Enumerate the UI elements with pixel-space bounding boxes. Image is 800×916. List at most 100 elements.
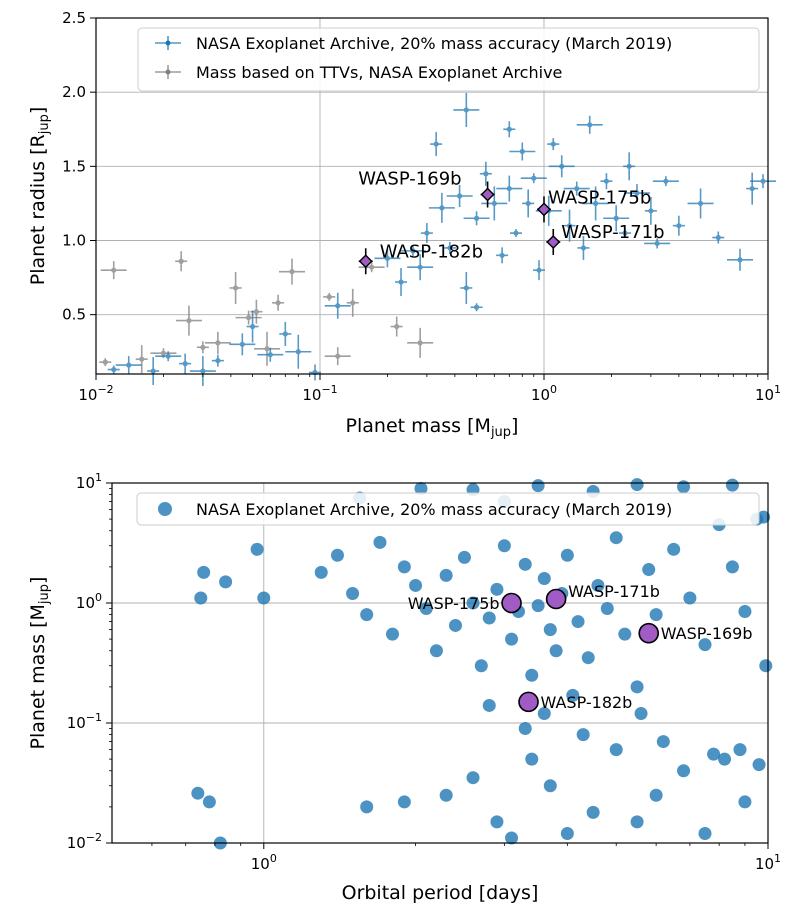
- nasa-point: [548, 155, 575, 178]
- nasa-period-point: [505, 632, 519, 646]
- ttv-point: [135, 345, 148, 374]
- nasa-period-point: [531, 599, 545, 613]
- nasa-period-point: [518, 721, 532, 735]
- nasa-point: [563, 181, 590, 196]
- nasa-period-point: [537, 706, 551, 720]
- nasa-point: [746, 172, 759, 205]
- legend-errorbar-gray-icon: [155, 65, 181, 79]
- ttv-point: [235, 310, 262, 325]
- ttv-point: [100, 261, 127, 280]
- nasa-point: [399, 245, 426, 256]
- nasa-period-point: [752, 758, 766, 772]
- top-legend-box: [137, 27, 760, 92]
- nasa-point: [285, 334, 312, 369]
- top-y-tick-label: 0.5: [62, 306, 86, 324]
- nasa-period-point: [397, 795, 411, 809]
- legend-errorbar-blue-icon: [155, 36, 181, 50]
- nasa-period-point: [346, 586, 360, 600]
- nasa-period-point: [757, 510, 771, 524]
- nasa-period-point: [707, 747, 721, 761]
- nasa-period-point: [397, 560, 411, 574]
- nasa-period-point: [725, 560, 739, 574]
- nasa-period-point: [191, 786, 205, 800]
- nasa-point: [481, 186, 508, 221]
- nasa-period-point: [314, 565, 328, 579]
- nasa-point: [496, 247, 509, 264]
- highlight-planet-wasp-182b: WASP-182b: [358, 241, 483, 275]
- top-ticks: 10−2 10−1 100 101 0.5 1.0 1.5 2.0 2.5: [62, 9, 781, 404]
- nasa-point: [510, 229, 523, 238]
- top-highlights: WASP-182b WASP-169b WASP-175b WASP-171b: [358, 169, 665, 275]
- nasa-point: [107, 365, 120, 374]
- nasa-point: [750, 174, 777, 189]
- bottom-ticks: 100 101 10−2 10−1 100 101: [67, 471, 781, 873]
- nasa-period-point: [466, 596, 480, 610]
- nasa-point: [374, 249, 401, 268]
- nasa-point: [644, 196, 657, 225]
- nasa-point: [547, 138, 560, 151]
- bottom-annotation-wasp-171b: WASP-171b: [568, 582, 660, 601]
- nasa-period-point: [667, 542, 681, 556]
- top-legend-entry-ttv: Mass based on TTVs, NASA Exoplanet Archi…: [196, 63, 562, 82]
- top-legend-entry-nasa: NASA Exoplanet Archive, 20% mass accurac…: [196, 34, 672, 53]
- nasa-point: [603, 205, 630, 232]
- highlight-planet-wasp-175b: WASP-175b: [537, 187, 651, 223]
- ttv-point: [272, 294, 285, 311]
- bottom-y-tick-label: 10−2: [67, 831, 102, 852]
- nasa-period-point: [591, 578, 605, 592]
- nasa-point: [563, 209, 576, 242]
- nasa-period-point: [505, 831, 519, 845]
- nasa-period-point: [698, 826, 712, 840]
- ttv-point: [204, 331, 231, 354]
- nasa-period-point: [429, 644, 443, 658]
- nasa-period-point: [576, 728, 590, 742]
- nasa-point: [600, 173, 613, 190]
- nasa-period-point: [525, 668, 539, 682]
- highlight-planet-wasp-169b: WASP-169b: [358, 169, 495, 208]
- nasa-period-point: [543, 779, 557, 793]
- nasa-period-point: [543, 623, 557, 637]
- legend-circle-blue-icon: [158, 502, 172, 516]
- nasa-point: [407, 254, 434, 281]
- nasa-point: [229, 333, 256, 356]
- bottom-y-tick-label: 101: [76, 471, 102, 492]
- top-annotation-wasp-175b: WASP-175b: [548, 187, 651, 208]
- top-y-tick-label: 2.0: [62, 83, 86, 101]
- nasa-period-point: [439, 568, 453, 582]
- nasa-point: [520, 173, 547, 184]
- nasa-period-point: [518, 557, 532, 571]
- ttv-point: [175, 305, 202, 336]
- nasa-point: [460, 271, 473, 304]
- bottom-annotation-wasp-169b: WASP-169b: [661, 624, 753, 643]
- nasa-point: [496, 175, 523, 202]
- nasa-point: [324, 292, 351, 319]
- nasa-period-point: [618, 627, 632, 641]
- nasa-period-point: [630, 815, 644, 829]
- top-y-axis-label: Planet radius [Rjup]: [27, 107, 52, 286]
- top-annotation-wasp-171b: WASP-171b: [561, 222, 664, 243]
- nasa-point: [279, 321, 292, 346]
- nasa-period-point: [586, 805, 600, 819]
- nasa-point: [155, 351, 182, 362]
- top-y-tick-label: 2.5: [62, 9, 86, 27]
- nasa-period-point: [373, 535, 387, 549]
- nasa-period-point: [560, 826, 574, 840]
- nasa-period-point: [718, 752, 732, 766]
- nasa-point: [453, 92, 480, 127]
- nasa-period-point: [490, 582, 504, 596]
- bottom-highlights: WASP-175b WASP-171b WASP-169b WASP-182b: [408, 582, 753, 713]
- top-annotation-wasp-182b: WASP-182b: [380, 241, 483, 262]
- nasa-point: [420, 223, 433, 244]
- nasa-point: [446, 185, 473, 207]
- nasa-point: [257, 347, 284, 362]
- nasa-period-point: [525, 752, 539, 766]
- top-axes-frame: [95, 17, 769, 375]
- bottom-x-tick-label: 100: [251, 852, 277, 873]
- top-y-tick-label: 1.5: [62, 157, 86, 175]
- nasa-period-point: [642, 563, 656, 577]
- nasa-point: [189, 356, 216, 387]
- bottom-legend-box: [136, 492, 760, 526]
- nasa-point: [619, 229, 632, 238]
- nasa-period-point: [257, 591, 271, 605]
